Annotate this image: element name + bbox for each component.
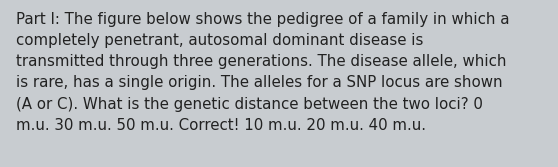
- Text: Part I: The figure below shows the pedigree of a family in which a
completely pe: Part I: The figure below shows the pedig…: [16, 12, 509, 133]
